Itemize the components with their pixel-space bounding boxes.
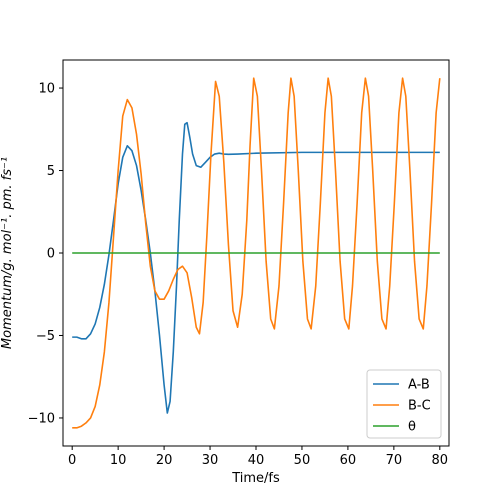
- x-tick-label: 0: [68, 453, 76, 468]
- x-tick-label: 60: [340, 453, 357, 468]
- x-tick-label: 80: [432, 453, 449, 468]
- legend: A-B B-C θ: [366, 369, 442, 439]
- series-layer: [72, 77, 441, 429]
- y-axis-label: Momentum/g. mol⁻¹. pm. fs⁻¹: [0, 157, 15, 349]
- ticks-layer: 0 10 20 30 40 50 60 70 80 −10 −5 0 5 10: [28, 82, 449, 468]
- plot-frame: [62, 59, 450, 447]
- y-tick-label: 5: [47, 164, 55, 179]
- y-tick-label: −10: [28, 411, 55, 426]
- x-tick-label: 30: [202, 453, 219, 468]
- legend-items: A-B B-C θ: [373, 378, 431, 435]
- x-tick-label: 40: [248, 453, 265, 468]
- series-line-2: [72, 77, 441, 429]
- series-line-1: [72, 121, 440, 414]
- y-tick-label: 10: [38, 82, 55, 97]
- x-tick-label: 70: [386, 453, 403, 468]
- x-tick-label: 10: [110, 453, 127, 468]
- y-tick-label: 0: [47, 247, 55, 262]
- legend-label-1: A-B: [408, 378, 430, 393]
- x-tick-label: 50: [294, 453, 311, 468]
- x-axis-label: Time/fs: [231, 471, 280, 486]
- legend-label-3: θ: [408, 420, 416, 435]
- legend-box: [366, 369, 442, 439]
- y-tick-label: −5: [36, 329, 55, 344]
- x-tick-label: 20: [156, 453, 173, 468]
- legend-label-2: B-C: [408, 399, 431, 414]
